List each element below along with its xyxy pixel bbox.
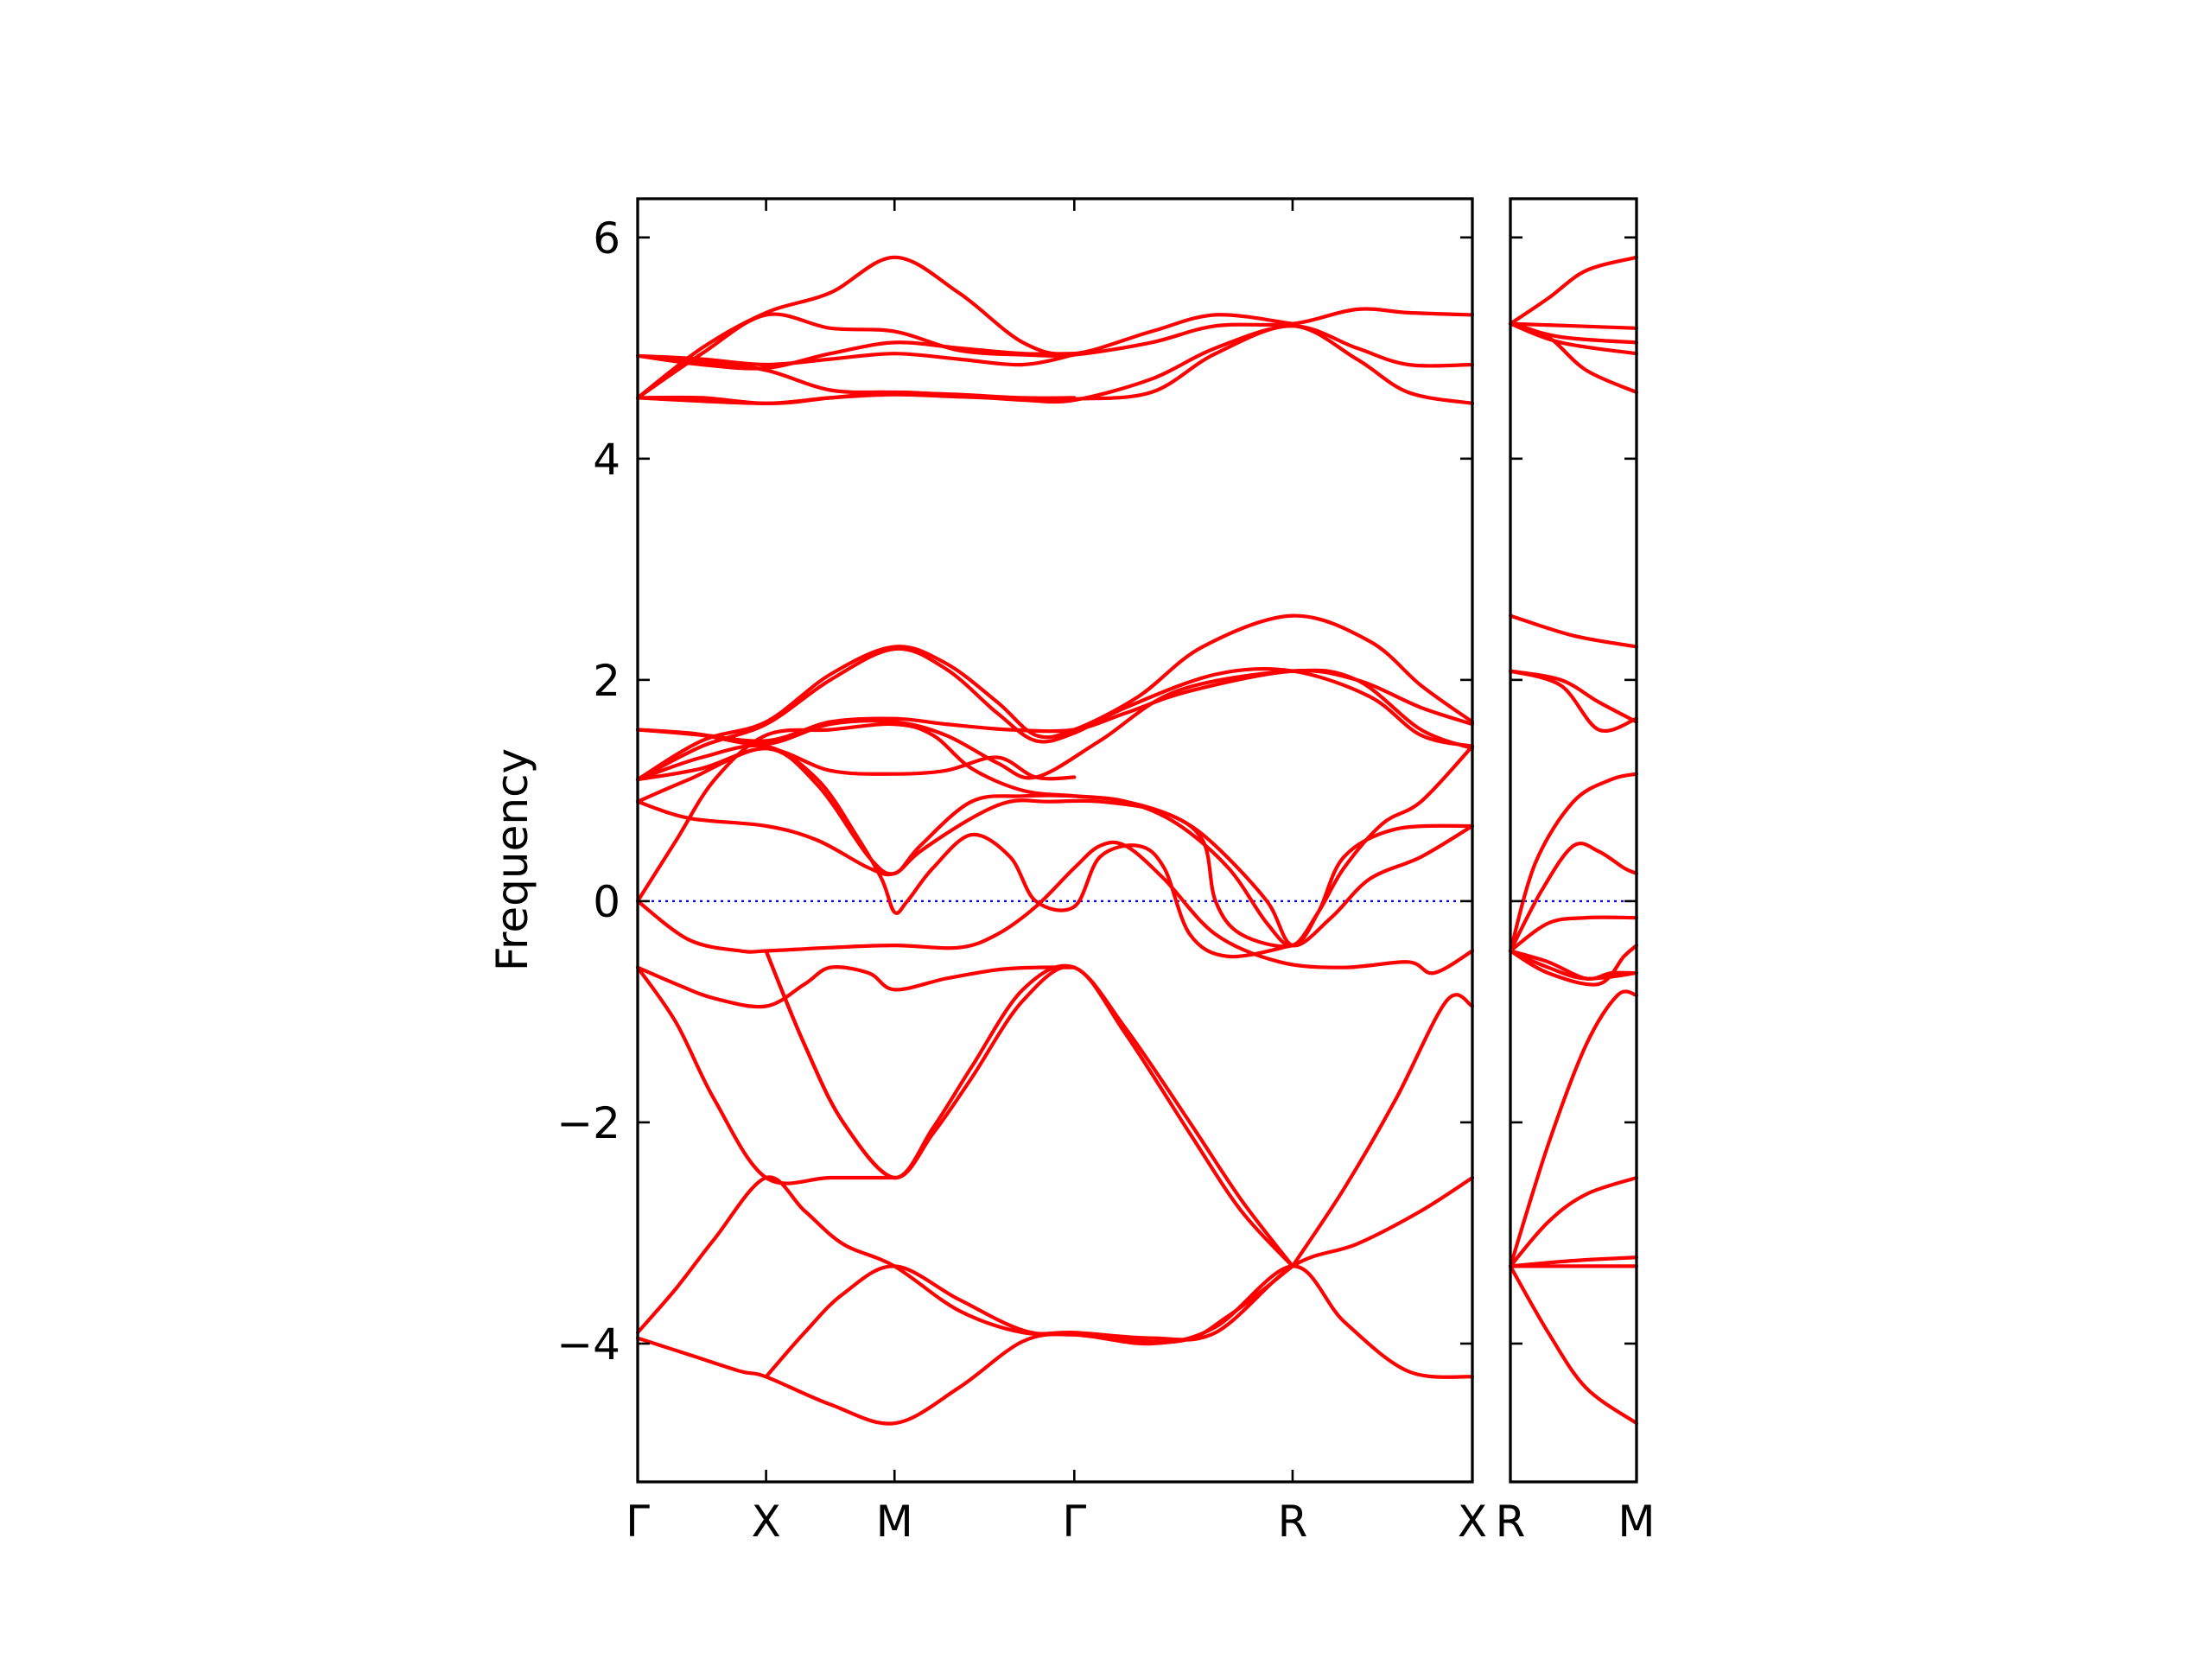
band-line-1-8: [1508, 772, 1639, 953]
band-line-1-4: [1508, 321, 1639, 395]
band-line-0-13: [635, 747, 1077, 782]
band-line-1-5: [1508, 613, 1639, 649]
x-tick-label: M: [1618, 1497, 1655, 1547]
band-line-1-13: [1508, 989, 1639, 1268]
band-line-0-9: [635, 721, 1475, 948]
y-tick-label: 2: [593, 656, 620, 706]
band-line-1-1: [1508, 321, 1639, 330]
x-tick-label: Γ: [626, 1497, 650, 1547]
band-line-0-2: [635, 1175, 1475, 1342]
band-line-0-19: [635, 324, 1475, 405]
band-line-0-14: [635, 669, 1475, 743]
band-line-1-18: [1508, 949, 1639, 981]
band-line-0-6: [764, 949, 1294, 1268]
band-line-1-14: [1508, 1175, 1639, 1268]
band-line-0-16: [635, 613, 1475, 782]
band-line-0-7: [1290, 993, 1475, 1268]
y-tick-label: 6: [593, 213, 620, 264]
band-line-0-15: [635, 668, 1475, 780]
x-tick-label: R: [1496, 1497, 1526, 1547]
band-line-0-1: [635, 965, 1077, 1009]
x-tick-label: X: [751, 1497, 780, 1547]
band-line-1-17: [1508, 1264, 1639, 1426]
band-line-0-17: [635, 646, 1475, 782]
band-line-0-23: [635, 353, 1077, 400]
band-line-1-7: [1508, 669, 1639, 724]
band-line-0-4: [764, 1264, 1294, 1379]
main-band-panel: −4 −2 0 2 4 6 Γ X M Γ R X: [556, 197, 1487, 1547]
band-line-0-8: [635, 840, 1475, 976]
band-line-1-0: [1508, 255, 1639, 326]
band-line-0-21: [635, 255, 1294, 400]
y-axis-label: Frequency: [487, 748, 537, 971]
plot-frame: [1509, 197, 1638, 1484]
y-tick-label: 4: [593, 435, 620, 485]
band-line-0-10: [635, 798, 1475, 949]
band-line-1-9: [1508, 842, 1639, 953]
x-tick-label: R: [1278, 1497, 1308, 1547]
band-line-0-0: [635, 965, 897, 1185]
plot-frame: [636, 197, 1474, 1484]
band-line-0-3: [635, 1264, 1475, 1426]
band-line-0-11: [635, 747, 1475, 948]
band-line-0-12: [635, 743, 1294, 959]
y-tick-label: 0: [593, 877, 620, 927]
x-tick-label: X: [1458, 1497, 1487, 1547]
x-tick-label: Γ: [1062, 1497, 1086, 1547]
y-tick-label: −4: [556, 1319, 620, 1370]
x-tick-label: M: [876, 1497, 913, 1547]
band-line-1-12: [1508, 944, 1639, 987]
band-line-0-24: [635, 340, 1077, 371]
band-line-0-22: [635, 352, 1077, 367]
band-line-0-5: [764, 949, 1294, 1268]
band-line-1-6: [1508, 669, 1639, 733]
band-line-1-10: [1508, 915, 1639, 953]
y-tick-label: −2: [556, 1098, 620, 1148]
